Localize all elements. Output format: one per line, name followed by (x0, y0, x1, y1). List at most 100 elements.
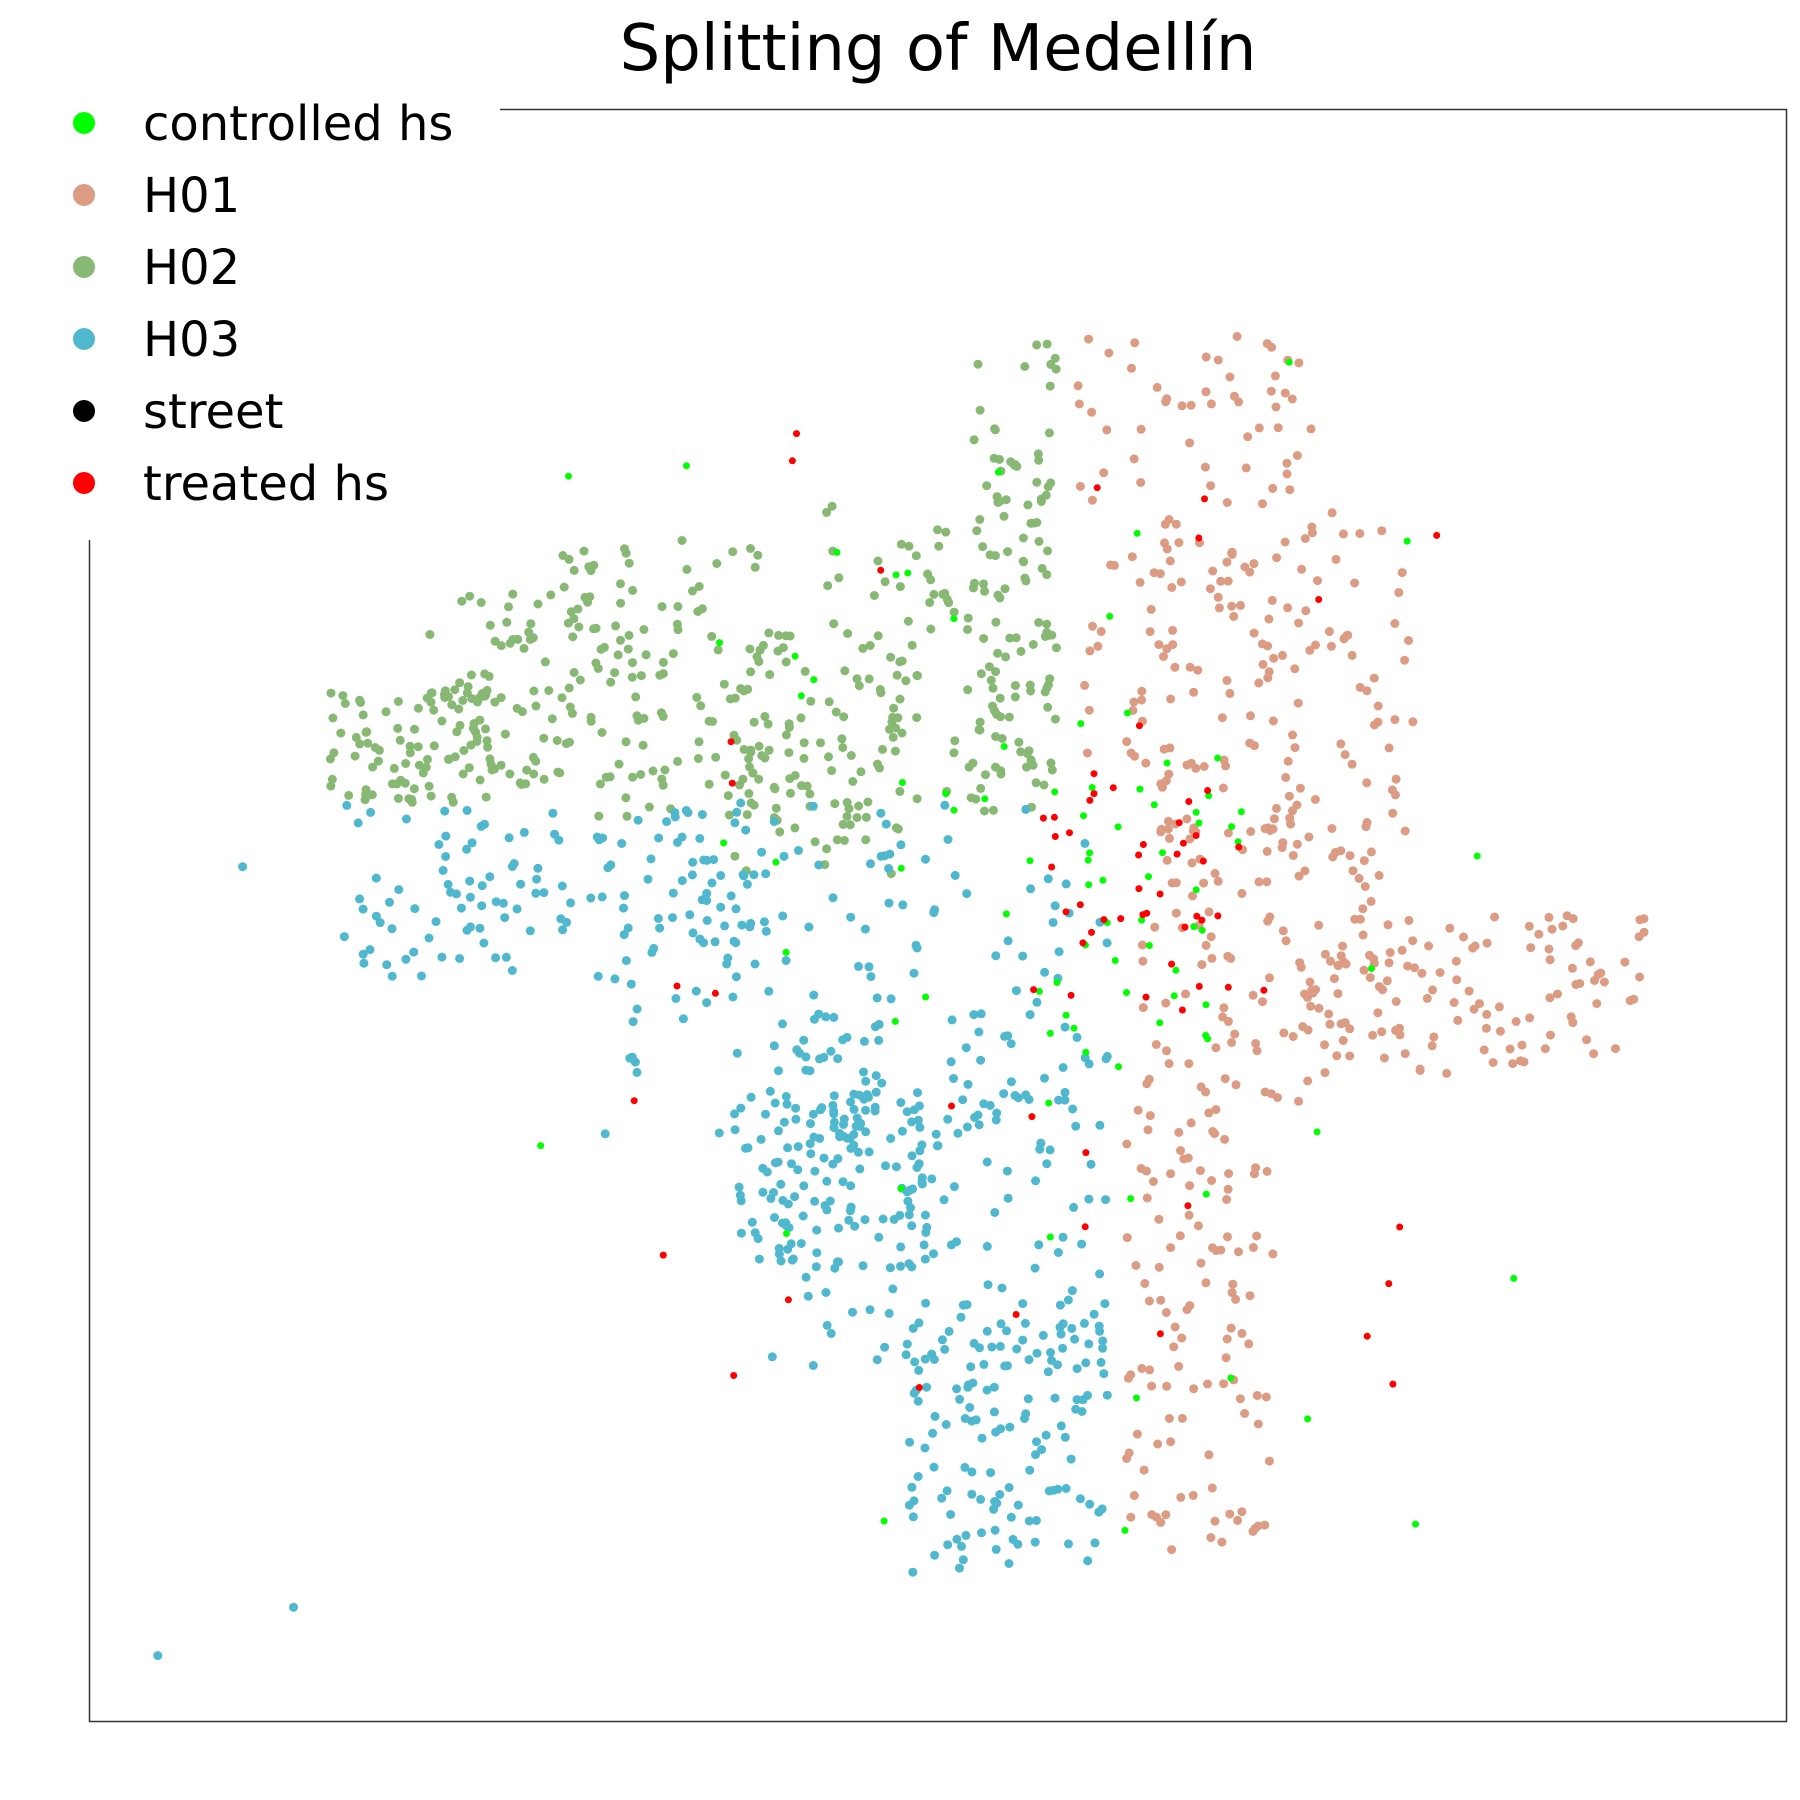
point-h02 (462, 688, 472, 698)
point-h03 (976, 1055, 986, 1065)
point-h03 (940, 800, 950, 810)
point-h02 (1029, 518, 1039, 528)
point-h01 (1422, 993, 1432, 1003)
point-h02 (597, 728, 607, 737)
point-h01 (1200, 462, 1210, 472)
point-h01 (1283, 756, 1293, 766)
point-treated-hs (1195, 534, 1203, 542)
point-h01 (1164, 1059, 1174, 1069)
point-h01 (1163, 824, 1173, 834)
point-h02 (1023, 500, 1033, 510)
point-h03 (443, 879, 453, 889)
point-h02 (839, 712, 849, 722)
point-h03 (359, 958, 369, 968)
point-h01 (1155, 569, 1165, 579)
point-h02 (856, 767, 866, 777)
point-h02 (616, 635, 625, 645)
point-h01 (1129, 454, 1139, 464)
point-treated-hs (1028, 1113, 1036, 1121)
points-layer (153, 332, 1649, 1661)
point-h03 (731, 938, 741, 948)
point-h01 (1453, 1015, 1463, 1025)
point-h03 (653, 914, 663, 923)
point-h03 (992, 1498, 1002, 1508)
point-h03 (920, 1254, 930, 1264)
point-h01 (1258, 659, 1268, 669)
point-h03 (501, 952, 511, 962)
point-h02 (1032, 340, 1042, 350)
point-h01 (1366, 896, 1376, 906)
point-h02 (730, 851, 740, 861)
point-h02 (875, 685, 885, 694)
point-h01 (1137, 695, 1147, 705)
point-h03 (671, 994, 681, 1003)
point-h01 (1310, 795, 1320, 804)
point-h03 (886, 994, 896, 1004)
point-h03 (854, 1090, 864, 1100)
point-h03 (441, 831, 451, 841)
point-h03 (787, 1255, 797, 1265)
point-h01 (1290, 743, 1300, 753)
point-controlled-hs (1084, 856, 1092, 864)
point-h03 (1058, 1343, 1068, 1353)
point-h02 (567, 708, 577, 718)
point-h03 (782, 1099, 792, 1109)
point-h03 (915, 1123, 925, 1132)
point-h01 (1511, 1017, 1521, 1026)
point-h01 (1145, 627, 1155, 637)
point-h01 (1171, 519, 1181, 529)
point-h02 (907, 640, 917, 650)
point-h02 (739, 686, 749, 696)
point-h01 (1366, 847, 1376, 857)
point-h02 (842, 811, 852, 821)
point-h03 (859, 1067, 868, 1077)
point-h02 (393, 697, 403, 706)
point-h02 (771, 803, 781, 813)
point-h02 (827, 501, 837, 511)
point-h01 (1131, 1261, 1141, 1270)
point-h02 (1051, 643, 1061, 653)
point-h02 (631, 692, 641, 702)
point-h03 (1066, 1454, 1076, 1464)
point-h03 (969, 1338, 979, 1348)
point-h03 (626, 979, 636, 989)
point-h01 (1404, 915, 1414, 925)
point-h02 (381, 707, 391, 717)
point-controlled-hs (1190, 923, 1198, 931)
point-h01 (1201, 940, 1211, 950)
point-h01 (1249, 628, 1259, 638)
point-h01 (1254, 678, 1264, 688)
point-h03 (512, 904, 522, 914)
point-h03 (974, 1120, 984, 1130)
point-h02 (844, 804, 854, 814)
point-h01 (1213, 355, 1223, 365)
point-h01 (1237, 889, 1247, 898)
point-h01 (1283, 603, 1293, 613)
point-h01 (1127, 363, 1136, 373)
point-h01 (1227, 1288, 1237, 1298)
point-h03 (952, 1384, 962, 1394)
point-h01 (1297, 564, 1307, 574)
point-controlled-hs (1070, 1024, 1078, 1032)
point-h01 (1229, 611, 1239, 621)
point-h01 (1273, 423, 1283, 433)
point-controlled-hs (1088, 784, 1096, 791)
point-h02 (805, 789, 815, 799)
point-controlled-hs (897, 1185, 905, 1192)
point-h03 (796, 1239, 806, 1248)
point-h03 (914, 1159, 924, 1169)
point-h01 (1311, 640, 1320, 650)
point-h03 (688, 857, 698, 867)
point-h01 (1188, 1490, 1198, 1500)
point-h01 (1208, 1127, 1218, 1136)
point-h02 (764, 628, 774, 638)
point-h03 (1023, 1394, 1033, 1404)
point-h02 (1043, 680, 1053, 690)
point-controlled-hs (683, 462, 690, 470)
point-h01 (1287, 394, 1297, 404)
point-h02 (552, 736, 562, 745)
point-h02 (485, 620, 495, 630)
point-h01 (1340, 1018, 1350, 1028)
point-h01 (1152, 382, 1162, 392)
point-h03 (479, 938, 489, 948)
